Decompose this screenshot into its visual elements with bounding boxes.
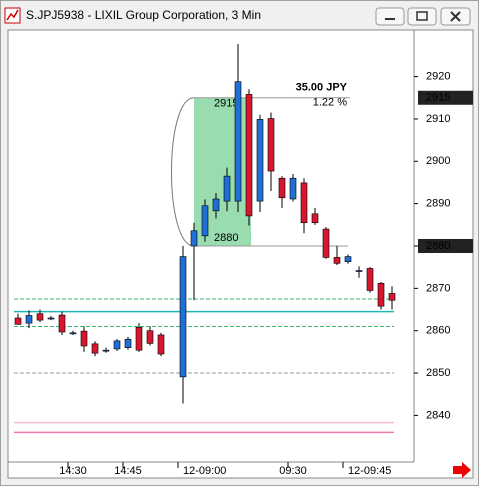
y-tick-label: 2860 (426, 325, 450, 337)
restore-glyph (416, 11, 428, 21)
y-tick-label: 2870 (426, 282, 450, 294)
candle-body (135, 327, 143, 351)
window-icon-glyph (6, 9, 19, 21)
x-tick-label: 12-09:45 (348, 465, 391, 477)
candle-body (355, 270, 363, 272)
candle-body (223, 175, 231, 202)
minimize-button[interactable] (375, 7, 405, 26)
measurement-percent: 1.22 % (313, 97, 347, 109)
candle-body (25, 315, 33, 324)
measurement-arc (171, 97, 195, 247)
candle-body (124, 338, 132, 348)
candle-body (80, 330, 88, 347)
price-marker-label: 2880 (426, 240, 450, 252)
y-tick-label: 2920 (426, 70, 450, 82)
candle-body (256, 119, 264, 202)
candle-body (212, 198, 220, 212)
y-tick-label: 2840 (426, 409, 450, 421)
measurement-to-label: 2915 (214, 98, 238, 110)
plot: 2840 2850 2860 2870 2880 2890 2900 2910 2920 35.0… (14, 43, 473, 477)
candle-body (190, 230, 198, 247)
price-marker-label: 2915 (426, 92, 450, 104)
candle-body (146, 330, 154, 344)
candle-body (47, 317, 55, 320)
x-tick-label: 14:45 (114, 465, 142, 477)
candle-body (69, 332, 77, 335)
candle-body (311, 213, 319, 224)
candle-body (201, 205, 209, 237)
candle-body (388, 293, 396, 301)
x-tick-label: 09:30 (279, 465, 307, 477)
x-tick-label: 14:30 (59, 465, 87, 477)
y-tick-label: 2910 (426, 113, 450, 125)
restore-button[interactable] (407, 7, 437, 26)
candle-body (234, 81, 242, 202)
y-tick-label: 2900 (426, 155, 450, 167)
price-marker (418, 239, 473, 253)
candle-body (322, 228, 330, 258)
candle-body (366, 268, 374, 291)
candle-body (91, 343, 99, 354)
candle-body (333, 257, 341, 264)
candle-body (289, 177, 297, 200)
scroll-arrow[interactable] (453, 462, 471, 478)
y-tick-label: 2850 (426, 367, 450, 379)
candle-body (36, 313, 44, 321)
window-buttons[interactable] (375, 7, 471, 26)
candle-body (278, 177, 286, 199)
candle-body (377, 282, 385, 307)
candle-body (267, 118, 275, 172)
measurement-change: 35.00 JPY (296, 82, 348, 94)
candle-body (344, 256, 352, 262)
candle-body (14, 317, 22, 325)
candle-body (102, 349, 110, 352)
x-tick-label: 12-09:00 (183, 465, 226, 477)
candle-body (300, 182, 308, 224)
price-marker (418, 90, 473, 105)
candle-body (245, 94, 253, 217)
measurement-from-label: 2880 (214, 232, 238, 244)
candle-body (113, 340, 121, 350)
window-title: S.JPJ5938 - LIXIL Group Corporation, 3 M… (26, 8, 261, 22)
y-tick-label: 2890 (426, 198, 450, 210)
candle-body (58, 314, 66, 333)
candle-body (157, 334, 165, 355)
close-glyph (450, 11, 461, 22)
candle-body (179, 256, 187, 378)
